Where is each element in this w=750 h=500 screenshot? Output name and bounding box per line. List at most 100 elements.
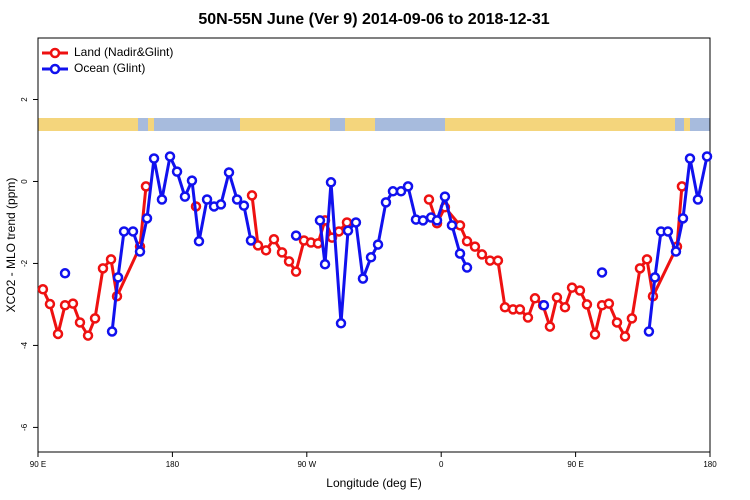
data-point (290, 266, 302, 277)
data-point (350, 217, 362, 228)
data-point (59, 268, 71, 279)
data-point (89, 313, 101, 324)
data-point (201, 194, 213, 205)
x-tick-label: 90 E (567, 460, 583, 469)
data-point (431, 215, 443, 226)
data-point (186, 175, 198, 186)
data-point (634, 263, 646, 274)
data-point (215, 199, 227, 210)
data-point (372, 239, 384, 250)
data-point (245, 235, 257, 246)
data-point (395, 186, 407, 197)
data-point (387, 186, 399, 197)
data-point (44, 298, 56, 310)
data-point (268, 234, 280, 245)
data-point (476, 249, 488, 260)
data-point (611, 317, 623, 328)
data-point (649, 272, 661, 283)
data-point (127, 226, 139, 237)
plot-frame (37, 37, 711, 453)
data-point (641, 254, 653, 265)
data-point (692, 194, 704, 205)
series-line (647, 156, 709, 332)
data-point (164, 151, 176, 162)
y-tick-label: -2 (20, 259, 29, 267)
data-point (670, 246, 682, 257)
data-point (106, 326, 118, 337)
data-point (118, 226, 130, 237)
legend-marker (49, 63, 61, 75)
data-point (357, 273, 369, 284)
y-tick-label: 0 (20, 179, 29, 184)
data-point (559, 302, 571, 313)
data-point (402, 181, 414, 192)
x-tick-label: 90 E (30, 460, 46, 469)
data-point (193, 236, 205, 247)
data-point (82, 330, 94, 341)
data-point (319, 259, 331, 270)
data-point (538, 300, 550, 311)
data-point (446, 220, 458, 231)
data-point (662, 226, 674, 237)
x-axis-label: Longitude (deg E) (326, 476, 421, 490)
data-point (454, 248, 466, 259)
land-ocean-band (38, 118, 710, 131)
data-point (156, 194, 168, 205)
data-point (603, 298, 615, 309)
y-tick-label: -4 (20, 341, 29, 349)
data-point (335, 318, 347, 329)
data-point (461, 236, 473, 247)
series-line (110, 151, 253, 332)
data-point (148, 153, 160, 164)
data-point (140, 181, 152, 192)
data-point (626, 313, 638, 324)
data-point (596, 267, 608, 278)
data-point (469, 241, 481, 252)
data-point (52, 328, 64, 340)
data-point (643, 326, 655, 337)
data-point (619, 331, 631, 342)
x-tick-label: 0 (439, 460, 444, 469)
data-point (276, 247, 288, 258)
y-tick-label: -6 (20, 423, 29, 431)
data-point (551, 292, 563, 303)
data-point (380, 197, 392, 208)
data-point (581, 299, 593, 310)
data-point (677, 213, 689, 224)
data-point (171, 166, 183, 177)
data-point (97, 263, 109, 274)
data-point (260, 245, 272, 256)
data-point (67, 298, 79, 309)
data-point (252, 240, 264, 251)
data-point (314, 215, 326, 226)
legend-label: Ocean (Glint) (74, 61, 145, 75)
data-point (341, 217, 353, 228)
data-point (492, 255, 504, 266)
data-point (701, 151, 713, 162)
data-point (461, 262, 473, 273)
data-point (141, 213, 153, 224)
data-point (283, 256, 295, 267)
data-point (74, 317, 86, 328)
chart-title: 50N-55N June (Ver 9) 2014-09-06 to 2018-… (198, 11, 549, 28)
data-point (544, 321, 556, 332)
data-point (522, 312, 534, 323)
data-point (246, 190, 258, 201)
data-point (454, 220, 466, 231)
data-point (439, 191, 451, 202)
data-point (290, 230, 302, 241)
data-point (423, 194, 435, 205)
data-point (365, 252, 377, 263)
data-point (105, 254, 117, 265)
legend-marker (49, 47, 61, 59)
data-point (342, 225, 354, 236)
data-point (37, 284, 49, 295)
y-axis-label: XCO2 - MLO trend (ppm) (4, 178, 18, 313)
data-point (134, 246, 146, 257)
data-point (529, 293, 541, 304)
data-point (417, 215, 429, 226)
y-tick-label: 2 (20, 97, 29, 102)
data-point (676, 181, 688, 192)
data-point (514, 304, 526, 315)
